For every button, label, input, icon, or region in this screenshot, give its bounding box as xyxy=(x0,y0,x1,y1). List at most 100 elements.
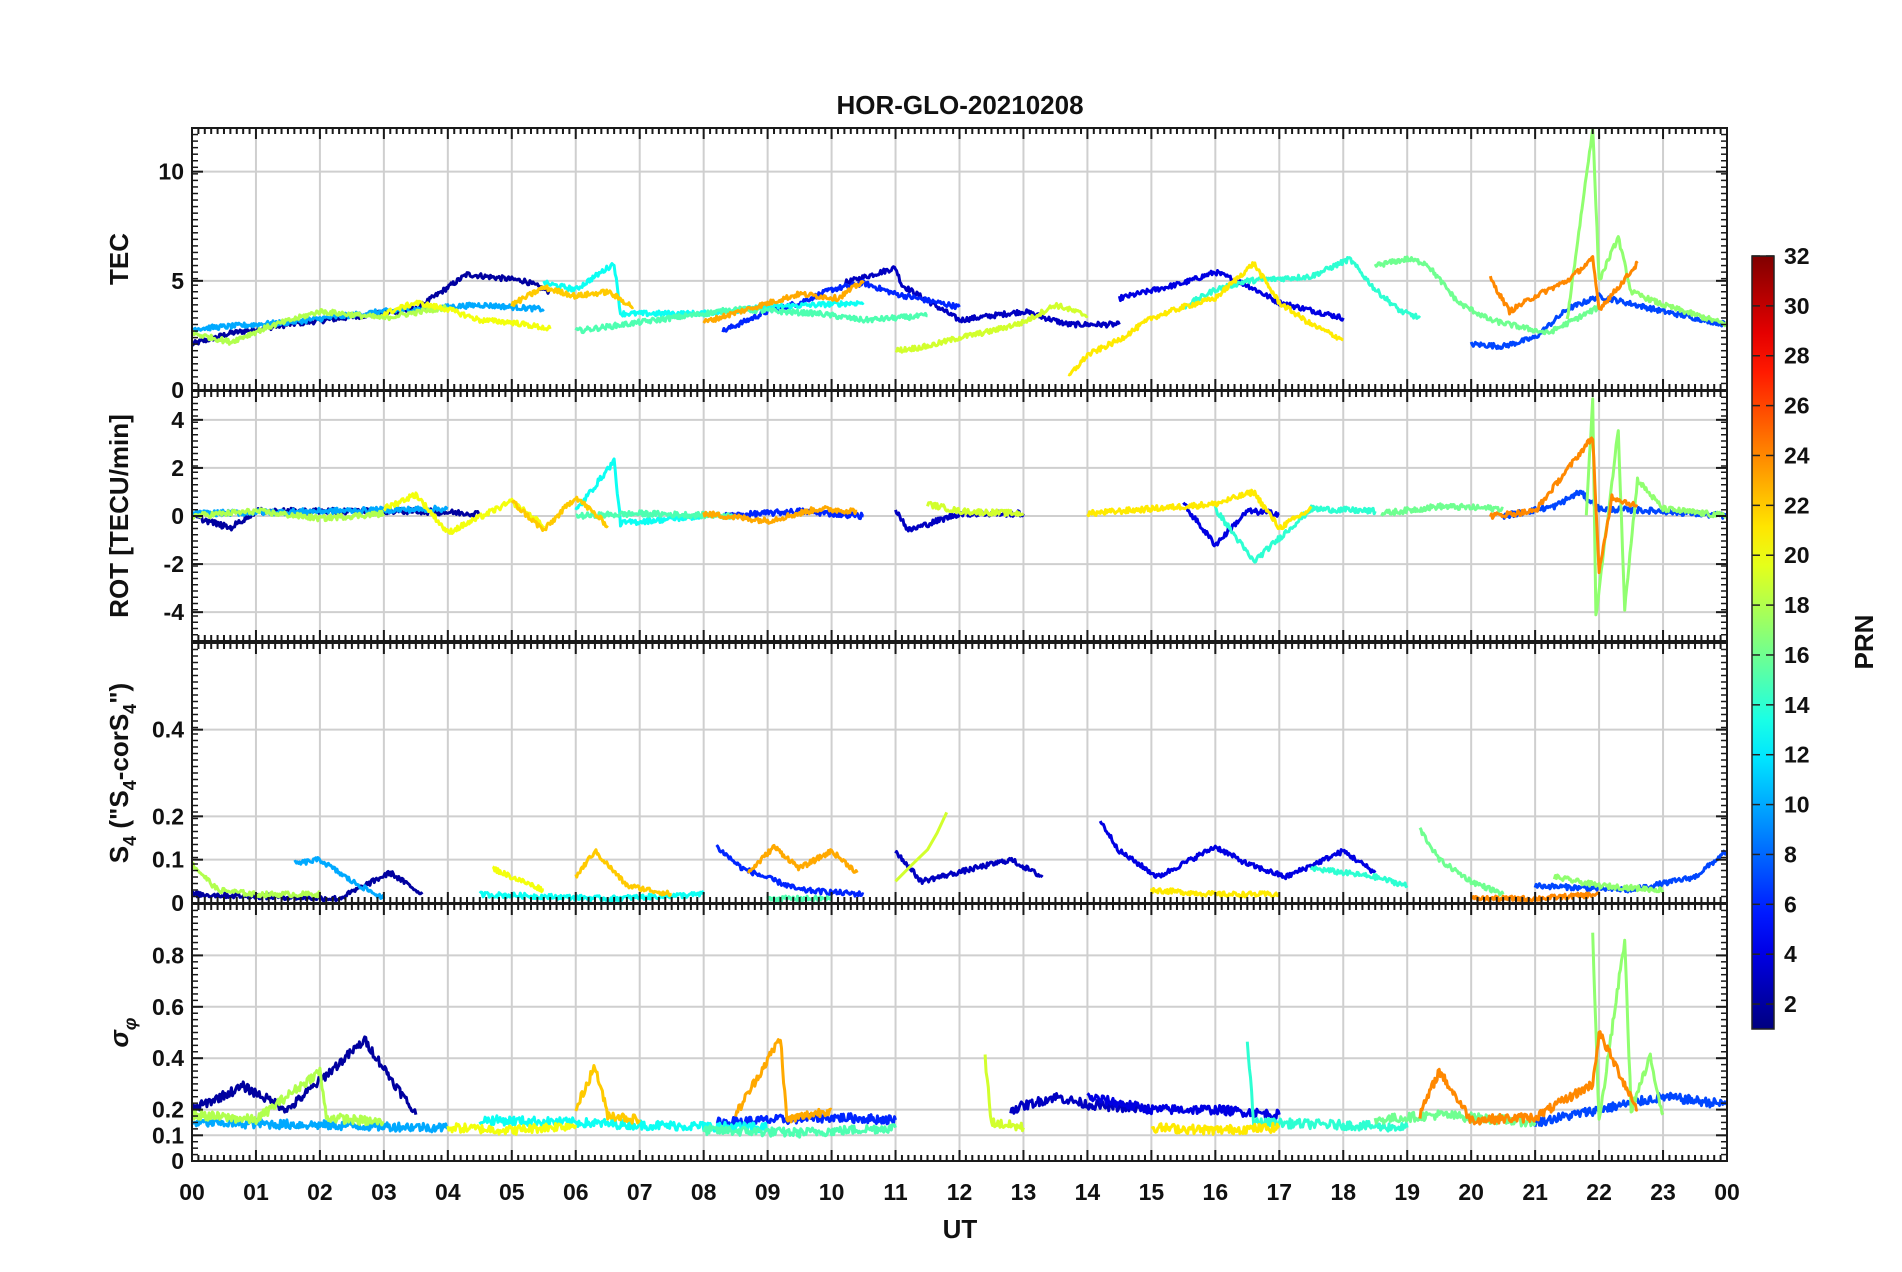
series-s4-prn-19 xyxy=(894,811,949,883)
y-tick-label: 4 xyxy=(171,407,184,433)
series-group-sigphi xyxy=(192,932,1727,1139)
series-sigphi-prn-18 xyxy=(192,1066,385,1127)
y-tick-label: 0.1 xyxy=(152,1122,184,1148)
y-axis-label-s4: S4 ("S4-corS4") xyxy=(104,683,140,863)
x-tick-label: 10 xyxy=(819,1179,845,1205)
x-tick-label: 12 xyxy=(947,1179,973,1205)
x-tick-label: 00 xyxy=(1714,1179,1740,1205)
series-tec-prn-16 xyxy=(1373,255,1601,336)
y-tick-label: 0 xyxy=(171,503,184,529)
series-sigphi-prn-19 xyxy=(983,1054,1025,1133)
colorbar-gradient xyxy=(1751,255,1775,1030)
series-rot-prn-13 xyxy=(574,457,706,528)
y-tick-label: 10 xyxy=(158,159,184,185)
chart-title: HOR-GLO-20210208 xyxy=(836,90,1083,120)
series-rot-prn-24 xyxy=(1488,436,1639,575)
series-sigphi-prn-17 xyxy=(1591,932,1665,1121)
grid-tec xyxy=(192,128,1727,390)
series-tec-prn-21 xyxy=(1067,261,1344,377)
y-tick-label: 0.6 xyxy=(152,994,184,1020)
x-tick-label: 17 xyxy=(1266,1179,1292,1205)
colorbar-tick-label: 16 xyxy=(1784,642,1810,668)
series-group-tec xyxy=(192,128,1727,377)
series-sigphi-prn-22 xyxy=(574,1064,641,1125)
series-rot-prn-22 xyxy=(510,495,609,532)
series-tec-prn-17 xyxy=(1565,128,1727,328)
x-tick-label: 21 xyxy=(1522,1179,1548,1205)
x-tick-label: 02 xyxy=(307,1179,333,1205)
series-s4-prn-6 xyxy=(715,844,865,898)
series-rot-prn-7 xyxy=(1501,489,1727,520)
series-s4-prn-3 xyxy=(894,850,1044,885)
y-axis-label-sigphi: σφ xyxy=(104,1017,140,1047)
series-tec-prn-3 xyxy=(843,265,1121,329)
y-tick-label: 0 xyxy=(171,377,184,403)
series-s4-prn-20 xyxy=(491,865,545,894)
x-tick-label: 20 xyxy=(1458,1179,1484,1205)
colorbar-tick-label: 22 xyxy=(1784,492,1810,518)
series-tec-prn-15 xyxy=(574,305,928,335)
y-ticks-tec: 0 5 10 xyxy=(158,127,1727,403)
series-tec-prn-24 xyxy=(1488,255,1639,316)
y-tick-label: 0 xyxy=(171,890,184,916)
x-tick-label: 04 xyxy=(435,1179,461,1205)
colorbar-tick-label: 26 xyxy=(1784,393,1810,419)
y-tick-label: 0.1 xyxy=(152,847,184,873)
y-axis-label-rot: ROT [TECU/min] xyxy=(104,414,134,618)
series-s4-prn-23 xyxy=(747,843,859,874)
x-tick-label: 18 xyxy=(1330,1179,1356,1205)
series-sigphi-prn-24 xyxy=(1418,1030,1639,1126)
colorbar-tick-label: 32 xyxy=(1784,243,1810,269)
series-tec-prn-18 xyxy=(192,304,450,346)
x-ticks-s4 xyxy=(191,643,1728,903)
series-sigphi-prn-2 xyxy=(192,1035,418,1116)
y-tick-label: 2 xyxy=(171,455,184,481)
series-s4-prn-7 xyxy=(1533,849,1727,894)
colorbar-tick-label: 8 xyxy=(1784,841,1797,867)
series-sigphi-prn-10 xyxy=(192,1116,449,1134)
y-tick-label: 0.2 xyxy=(152,1097,184,1123)
series-s4-prn-13 xyxy=(478,890,706,903)
series-tec-prn-2 xyxy=(192,271,552,347)
y-ticks-s4: 0 0.1 0.2 0.4 xyxy=(152,642,1727,916)
series-s4-prn-4 xyxy=(1098,820,1377,881)
series-group-rot xyxy=(192,397,1727,617)
panel-tec: 0 5 10 TEC xyxy=(104,127,1728,403)
series-group-s4 xyxy=(192,811,1727,903)
series-sigphi-prn-15 xyxy=(702,1123,897,1139)
x-ticks-tec xyxy=(191,128,1728,390)
y-tick-label: -4 xyxy=(164,599,185,625)
series-rot-prn-18 xyxy=(192,507,386,523)
colorbar-tick-label: 6 xyxy=(1784,891,1797,917)
series-rot-prn-14 xyxy=(1213,504,1377,564)
x-tick-label: 07 xyxy=(627,1179,653,1205)
panel-rot: -4 -2 0 2 4 ROT [TECU/min] xyxy=(104,390,1728,642)
x-tick-label: 06 xyxy=(563,1179,589,1205)
x-tick-label: 13 xyxy=(1011,1179,1037,1205)
series-tec-prn-14 xyxy=(1182,256,1422,320)
series-rot-prn-19 xyxy=(926,500,1025,518)
series-rot-prn-23 xyxy=(702,505,858,525)
x-tick-label: 05 xyxy=(499,1179,525,1205)
x-axis-label: UT xyxy=(943,1214,978,1244)
x-tick-label: 03 xyxy=(371,1179,397,1205)
x-tick-label: 22 xyxy=(1586,1179,1612,1205)
y-tick-label: 0.8 xyxy=(152,942,184,968)
panel-sigphi: 00.10.2 0.4 0.6 0.8 σφ xyxy=(104,903,1728,1174)
panel-s4: 0 0.1 0.2 0.4 S4 ("S4-corS4") xyxy=(104,642,1728,916)
series-tec-prn-23 xyxy=(702,279,865,324)
x-tick-label: 23 xyxy=(1650,1179,1676,1205)
y-tick-label: 0.4 xyxy=(152,1045,184,1071)
colorbar-label: PRN xyxy=(1849,615,1879,670)
series-rot-prn-21 xyxy=(1086,488,1313,531)
series-tec-prn-20 xyxy=(382,299,552,332)
x-tick-label: 16 xyxy=(1203,1179,1229,1205)
series-s4-prn-22 xyxy=(574,848,673,898)
colorbar-tick-label: 18 xyxy=(1784,592,1810,618)
y-ticks-rot: -4 -2 0 2 4 xyxy=(164,390,1727,642)
y-tick-label: 0.4 xyxy=(152,717,184,743)
series-s4-prn-17 xyxy=(1552,873,1665,894)
